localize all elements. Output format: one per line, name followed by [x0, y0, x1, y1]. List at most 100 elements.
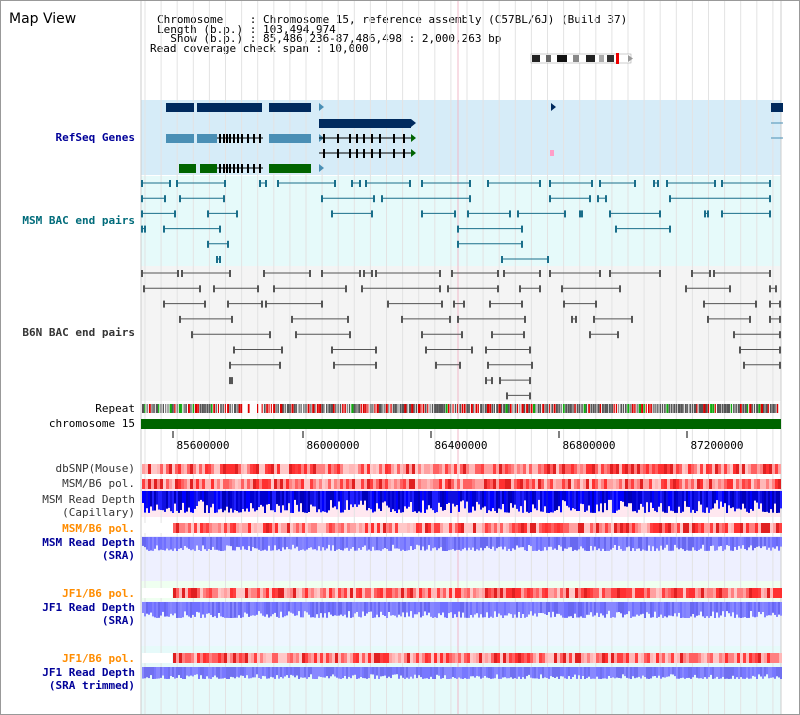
b6n-bac-pair-end [321, 300, 323, 308]
heat-cell [263, 588, 266, 598]
heatmap-tracks[interactable] [142, 464, 782, 663]
depth-bar [350, 667, 352, 679]
depth-bar [462, 667, 464, 679]
heat-cell [635, 523, 638, 533]
depth-bar [704, 491, 706, 513]
depth-bar [242, 602, 244, 618]
depth-bar [444, 667, 446, 676]
depth-bar [526, 537, 528, 551]
heat-cell [595, 464, 598, 474]
depth-bar [734, 537, 736, 547]
depth-bar [354, 491, 356, 505]
heat-cell [709, 464, 712, 474]
depth-bar [226, 667, 228, 679]
depth-bar [654, 537, 656, 551]
depth-bar [588, 491, 590, 506]
depth-bar [750, 491, 752, 509]
depth-bar [278, 537, 280, 550]
depth-bar [162, 491, 164, 511]
msm-bac-track[interactable] [141, 180, 771, 263]
heat-cell [487, 479, 490, 489]
depth-bar [528, 602, 530, 615]
b6n-bac-pair-end [231, 377, 233, 385]
heat-cell [614, 653, 617, 663]
depth-bar [636, 537, 638, 549]
depth-bar [276, 667, 278, 676]
depth-bar [536, 667, 538, 679]
heat-cell [505, 479, 508, 489]
depth-bar [472, 602, 474, 618]
read-depth-tracks[interactable] [142, 491, 782, 679]
b6n-bac-track[interactable] [141, 270, 781, 400]
depth-bar [286, 667, 288, 676]
heat-cell [526, 479, 529, 489]
depth-bar [738, 602, 740, 618]
depth-bar [308, 602, 310, 615]
msm-bac-pair-end [669, 225, 671, 233]
repeat-element [227, 404, 229, 413]
heat-cell [752, 588, 755, 598]
depth-bar [436, 537, 438, 551]
depth-bar [760, 537, 762, 549]
depth-bar [744, 491, 746, 509]
depth-bar [156, 602, 158, 618]
depth-bar [440, 537, 442, 548]
depth-bar [596, 491, 598, 505]
heat-cell [320, 523, 323, 533]
heat-cell [431, 523, 434, 533]
depth-bar [492, 602, 494, 618]
refseq-genes-track[interactable] [166, 103, 783, 173]
depth-bar [678, 602, 680, 613]
depth-bar [426, 667, 428, 679]
depth-bar [230, 491, 232, 509]
heat-cell [608, 588, 611, 598]
repeat-element [567, 404, 570, 413]
depth-bar [472, 491, 474, 507]
heat-cell [434, 653, 437, 663]
heat-cell [499, 464, 502, 474]
heat-cell [719, 588, 722, 598]
depth-bar [754, 667, 756, 677]
depth-bar [286, 537, 288, 547]
heat-cell [184, 479, 187, 489]
depth-bar [266, 491, 268, 505]
heat-cell [587, 588, 590, 598]
heat-cell [335, 653, 338, 663]
depth-bar [680, 667, 682, 679]
depth-bar [664, 537, 666, 548]
depth-bar [382, 667, 384, 677]
b6n-bac-pair-end [769, 300, 771, 308]
depth-bar [192, 491, 194, 513]
heat-cell [641, 653, 644, 663]
heat-cell [434, 588, 437, 598]
depth-bar [480, 667, 482, 679]
heat-cell [587, 653, 590, 663]
depth-bar [212, 602, 214, 618]
depth-bar [780, 537, 782, 547]
heat-cell [337, 464, 340, 474]
b6n-bac-pair-end [491, 331, 493, 339]
repeat-track[interactable] [142, 404, 779, 413]
heat-cell [731, 523, 734, 533]
chromosome-bar[interactable] [141, 419, 781, 429]
depth-bar [392, 667, 394, 675]
chromosome-ideogram[interactable] [530, 53, 633, 64]
depth-bar [764, 537, 766, 547]
heat-cell [268, 464, 271, 474]
heat-cell [740, 588, 743, 598]
heat-cell [410, 653, 413, 663]
msm-bac-pair-end [219, 225, 221, 233]
heat-cell [245, 653, 248, 663]
depth-bar [342, 602, 344, 617]
heat-cell [248, 653, 251, 663]
repeat-element [726, 404, 729, 413]
heat-cell [335, 523, 338, 533]
depth-bar [236, 491, 238, 511]
depth-bar [220, 491, 222, 509]
heat-cell [305, 523, 308, 533]
repeat-element [188, 404, 190, 413]
heat-cell [559, 464, 562, 474]
heat-cell [706, 479, 709, 489]
depth-bar [386, 491, 388, 506]
